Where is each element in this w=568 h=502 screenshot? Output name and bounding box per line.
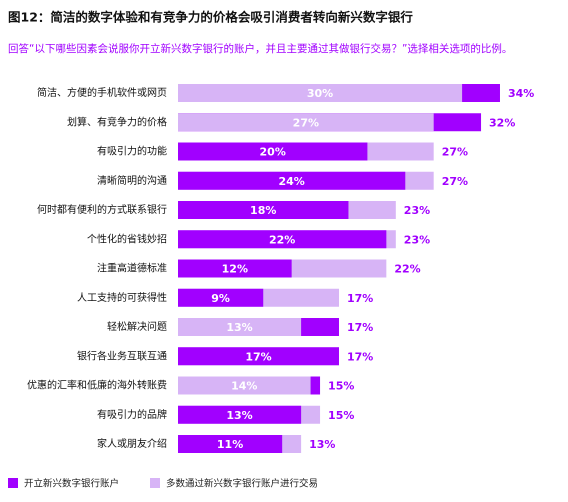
category-label: 有吸引力的品牌: [97, 408, 167, 421]
bar: [178, 405, 302, 424]
legend-swatch: [8, 478, 18, 488]
category-label: 清晰简明的沟通: [97, 174, 167, 187]
category-label: 优惠的汇率和低廉的海外转账费: [27, 379, 167, 392]
value-label: 12%: [222, 263, 248, 276]
value-label: 17%: [347, 321, 373, 334]
category-label: 注重高道德标准: [97, 262, 167, 275]
value-label: 24%: [278, 175, 304, 188]
value-label: 13%: [226, 321, 252, 334]
category-label: 划算、有竞争力的价格: [67, 115, 167, 128]
legend-label: 多数通过新兴数字银行账户进行交易: [166, 478, 318, 490]
value-label: 22%: [269, 233, 295, 246]
value-label: 20%: [260, 146, 286, 159]
category-label: 何时都有便利的方式联系银行: [37, 203, 167, 216]
category-label: 家人或朋友介绍: [97, 437, 167, 450]
bar: [178, 142, 368, 161]
value-label: 32%: [489, 116, 515, 129]
value-label: 13%: [226, 409, 252, 422]
category-label: 银行各业务互联互通: [77, 349, 167, 362]
value-label: 17%: [245, 350, 271, 363]
value-label: 11%: [217, 438, 243, 451]
value-label: 22%: [394, 263, 420, 276]
bar: [178, 171, 406, 190]
bar: [178, 84, 463, 102]
bar: [178, 288, 264, 307]
bar: [178, 376, 311, 395]
value-label: 18%: [250, 204, 276, 217]
value-label: 23%: [404, 204, 430, 217]
bar: [178, 259, 292, 278]
bar: [178, 113, 434, 132]
bar: [178, 435, 283, 453]
value-label: 27%: [442, 146, 468, 159]
category-label: 简洁、方便的手机软件或网页: [37, 86, 167, 99]
category-label: 个性化的省钱妙招: [87, 232, 167, 245]
value-label: 27%: [293, 116, 319, 129]
bar: [178, 318, 302, 336]
value-label: 14%: [231, 380, 257, 393]
category-label: 有吸引力的功能: [97, 145, 167, 158]
value-label: 15%: [328, 409, 354, 422]
bar: [178, 347, 339, 366]
bar: [178, 201, 349, 219]
value-label: 34%: [508, 87, 534, 100]
value-label: 27%: [442, 175, 468, 188]
value-label: 30%: [307, 87, 333, 100]
value-label: 9%: [211, 292, 230, 305]
value-label: 17%: [347, 292, 373, 305]
value-label: 13%: [309, 438, 335, 451]
value-label: 15%: [328, 380, 354, 393]
chart-title: 图12：简洁的数字体验和有竞争力的价格会吸引消费者转向新兴数字银行: [8, 10, 413, 25]
category-label: 轻松解决问题: [107, 320, 167, 333]
category-label: 人工支持的可获得性: [77, 291, 167, 304]
legend-label: 开立新兴数字银行账户: [24, 478, 119, 490]
value-label: 17%: [347, 350, 373, 363]
chart-subtitle: 回答“以下哪些因素会说服你开立新兴数字银行的账户，并且主要通过其做银行交易？”选…: [8, 42, 512, 55]
bar: [178, 230, 387, 249]
legend-swatch: [150, 478, 160, 488]
value-label: 23%: [404, 233, 430, 246]
